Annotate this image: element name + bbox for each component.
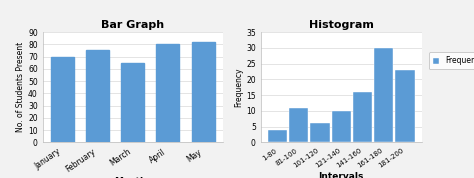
Bar	[310, 124, 329, 142]
Bar	[121, 63, 144, 142]
Y-axis label: No. of Students Present: No. of Students Present	[16, 42, 25, 132]
Bar	[374, 48, 393, 142]
X-axis label: Months: Months	[114, 177, 152, 178]
Bar	[51, 57, 74, 142]
Bar	[289, 108, 309, 142]
Bar	[353, 92, 372, 142]
Bar	[191, 42, 215, 142]
Bar	[395, 70, 415, 142]
Bar	[332, 111, 351, 142]
Bar	[268, 130, 287, 142]
Title: Histogram: Histogram	[309, 20, 374, 30]
Title: Bar Graph: Bar Graph	[101, 20, 164, 30]
Bar	[86, 50, 109, 142]
Y-axis label: Frequency: Frequency	[234, 67, 243, 107]
Bar	[156, 44, 179, 142]
X-axis label: Intervals: Intervals	[319, 172, 364, 178]
Legend: Frequency: Frequency	[429, 52, 474, 69]
